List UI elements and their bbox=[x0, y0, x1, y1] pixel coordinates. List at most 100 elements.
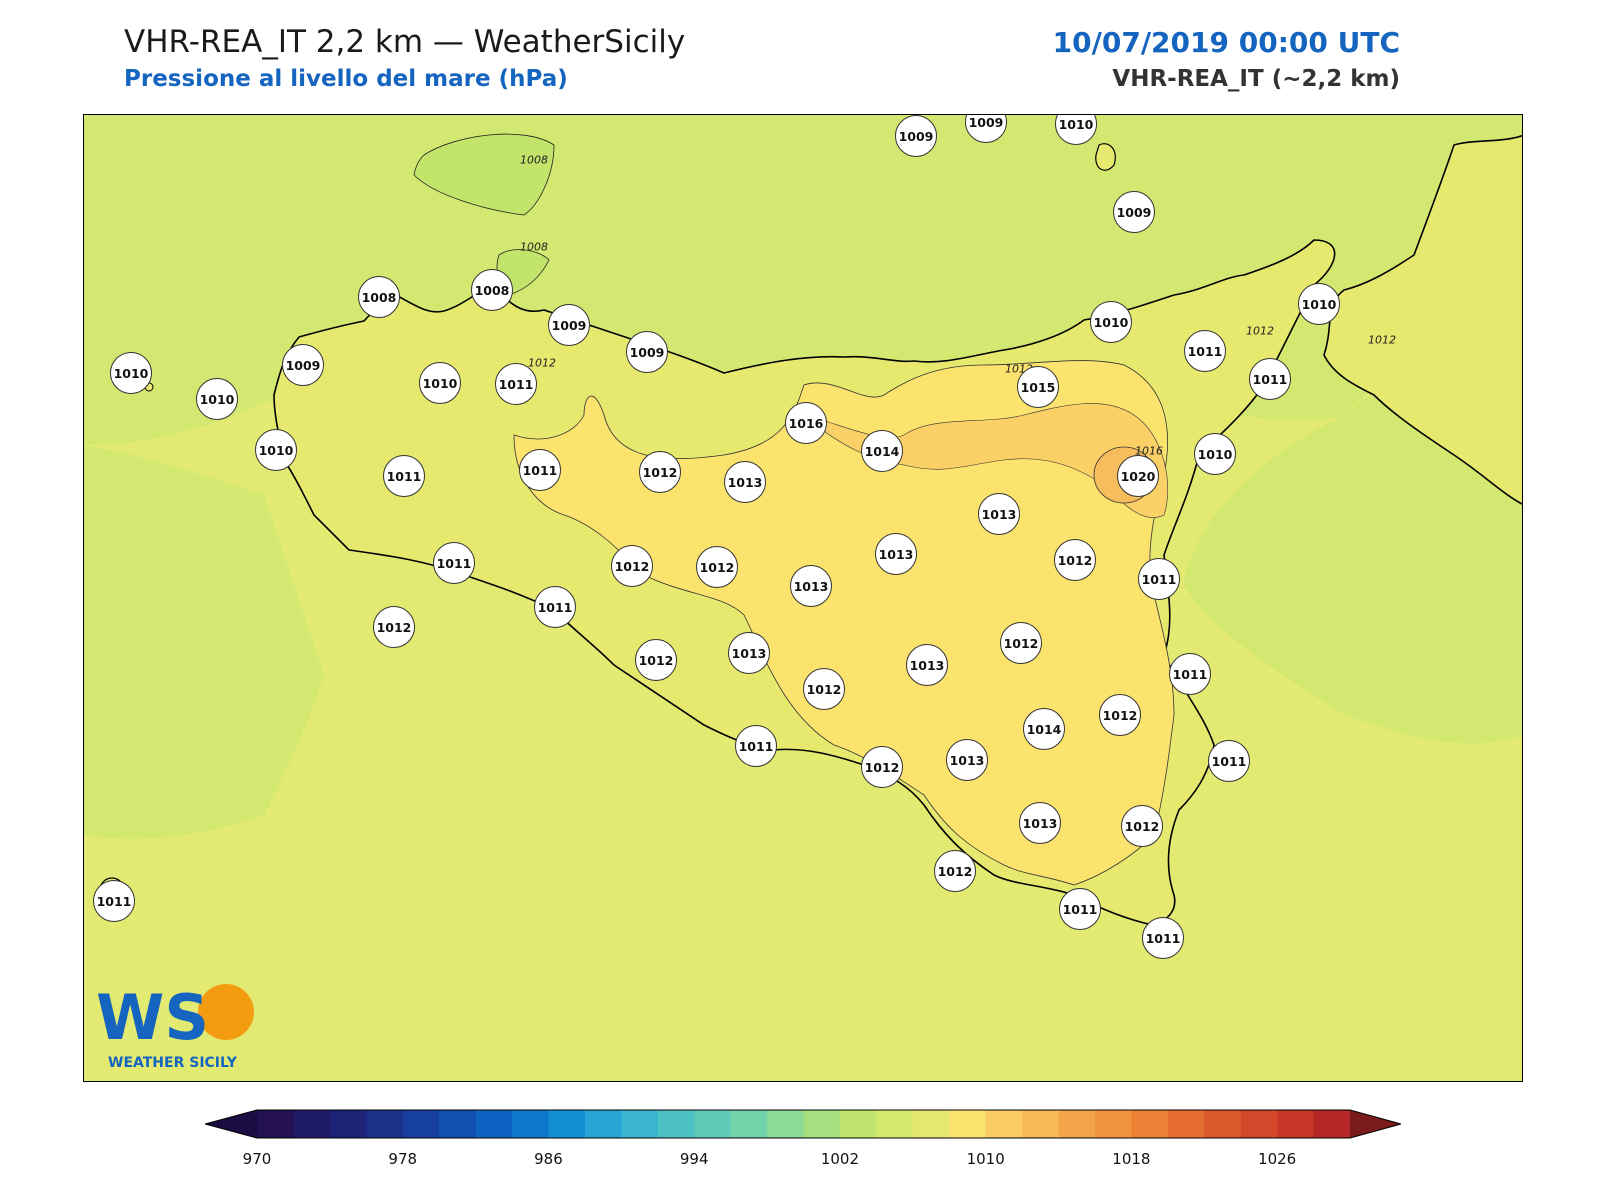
station-marker: 1010 bbox=[1194, 433, 1236, 475]
header-subtitle: Pressione al livello del mare (hPa) bbox=[124, 66, 568, 92]
station-marker: 1012 bbox=[1054, 539, 1096, 581]
colorbar-tick-label: 1018 bbox=[1112, 1150, 1150, 1168]
colorbar-swatch bbox=[912, 1110, 950, 1138]
station-marker: 1012 bbox=[1000, 622, 1042, 664]
colorbar-swatch bbox=[402, 1110, 440, 1138]
station-marker: 1009 bbox=[895, 115, 937, 157]
weathersicily-logo: WS WEATHER SICILY bbox=[96, 977, 256, 1077]
low-pressure-band-west bbox=[84, 445, 324, 839]
station-marker: 1009 bbox=[626, 331, 668, 373]
station-marker: 1010 bbox=[1298, 283, 1340, 325]
colorbar-swatch bbox=[1313, 1110, 1351, 1138]
station-marker: 1014 bbox=[861, 430, 903, 472]
station-marker: 1011 bbox=[1142, 917, 1184, 959]
colorbar-swatch bbox=[1204, 1110, 1242, 1138]
station-marker: 1013 bbox=[875, 533, 917, 575]
colorbar-swatch bbox=[1277, 1110, 1315, 1138]
colorbar-swatch bbox=[730, 1110, 768, 1138]
island-stromboli bbox=[1095, 143, 1116, 171]
colorbar-tick-label: 1026 bbox=[1258, 1150, 1296, 1168]
colorbar-swatch bbox=[1167, 1110, 1205, 1138]
colorbar-swatch bbox=[548, 1110, 586, 1138]
station-marker: 1010 bbox=[1055, 115, 1097, 145]
colorbar-swatch bbox=[257, 1110, 294, 1138]
colorbar-extend-high bbox=[1350, 1110, 1401, 1138]
isobar-label: 1012 bbox=[1368, 333, 1396, 347]
colorbar-tick-label: 978 bbox=[388, 1150, 417, 1168]
isobar-1008-north bbox=[413, 133, 555, 216]
colorbar-tick-label: 994 bbox=[680, 1150, 709, 1168]
station-marker: 1011 bbox=[1138, 558, 1180, 600]
colorbar-swatch bbox=[621, 1110, 659, 1138]
station-marker: 1011 bbox=[93, 880, 135, 922]
isobar-label: 1008 bbox=[520, 153, 548, 167]
station-marker: 1012 bbox=[639, 451, 681, 493]
station-marker: 1010 bbox=[196, 378, 238, 420]
colorbar-tick-label: 1002 bbox=[821, 1150, 859, 1168]
station-marker: 1010 bbox=[255, 429, 297, 471]
colorbar-swatch bbox=[512, 1110, 549, 1138]
colorbar-swatch bbox=[949, 1110, 987, 1138]
station-marker: 1011 bbox=[1249, 358, 1291, 400]
colorbar-swatch bbox=[694, 1110, 732, 1138]
station-marker: 1010 bbox=[419, 362, 461, 404]
isobar-1012-high bbox=[513, 360, 1175, 886]
isobar-label: 1012 bbox=[528, 356, 556, 370]
svg-text:WS: WS bbox=[96, 981, 209, 1054]
colorbar-swatch bbox=[767, 1110, 804, 1138]
station-marker: 1008 bbox=[471, 269, 513, 311]
pressure-map: 1008 1008 1012 1012 1012 1016 1012 1009 … bbox=[83, 114, 1523, 1082]
station-marker: 1012 bbox=[1099, 694, 1141, 736]
colorbar-swatch bbox=[1058, 1110, 1096, 1138]
colorbar-extend-low bbox=[205, 1110, 257, 1138]
isobar-1016-high bbox=[803, 403, 1169, 518]
colorbar-tick-label: 1010 bbox=[967, 1150, 1005, 1168]
colorbar-swatch bbox=[293, 1110, 331, 1138]
station-marker: 1012 bbox=[635, 639, 677, 681]
station-marker: 1011 bbox=[433, 542, 475, 584]
station-marker: 1011 bbox=[1208, 740, 1250, 782]
header-model: VHR-REA_IT (~2,2 km) bbox=[1112, 66, 1400, 92]
colorbar-tick-label: 986 bbox=[534, 1150, 563, 1168]
pressure-colorbar: 97097898699410021010101810261034 bbox=[203, 1108, 1442, 1188]
station-marker: 1012 bbox=[611, 545, 653, 587]
isobar-label: 1012 bbox=[1246, 324, 1274, 338]
station-marker: 1013 bbox=[946, 739, 988, 781]
station-marker: 1011 bbox=[495, 363, 537, 405]
station-marker: 1012 bbox=[861, 746, 903, 788]
station-marker: 1013 bbox=[906, 644, 948, 686]
station-marker: 1012 bbox=[373, 606, 415, 648]
colorbar-swatch bbox=[366, 1110, 404, 1138]
calabria-coast bbox=[1323, 134, 1522, 505]
station-marker: 1013 bbox=[978, 493, 1020, 535]
colorbar-swatch bbox=[839, 1110, 877, 1138]
colorbar-swatch bbox=[876, 1110, 914, 1138]
colorbar-swatch bbox=[584, 1110, 622, 1138]
station-marker: 1012 bbox=[696, 546, 738, 588]
colorbar-swatch bbox=[1022, 1110, 1060, 1138]
station-marker: 1013 bbox=[1019, 802, 1061, 844]
station-marker: 1011 bbox=[534, 586, 576, 628]
station-marker: 1009 bbox=[965, 115, 1007, 143]
station-marker: 1011 bbox=[1059, 888, 1101, 930]
station-marker: 1013 bbox=[724, 461, 766, 503]
station-marker: 1010 bbox=[1090, 301, 1132, 343]
station-marker: 1011 bbox=[519, 449, 561, 491]
colorbar-swatch bbox=[439, 1110, 477, 1138]
header-datetime: 10/07/2019 00:00 UTC bbox=[1052, 26, 1400, 59]
station-marker: 1011 bbox=[1169, 653, 1211, 695]
station-marker: 1013 bbox=[790, 565, 832, 607]
colorbar-swatch bbox=[1131, 1110, 1169, 1138]
colorbar-swatch bbox=[657, 1110, 695, 1138]
station-marker: 1015 bbox=[1017, 366, 1059, 408]
station-marker: 1011 bbox=[1184, 330, 1226, 372]
colorbar-swatch bbox=[1094, 1110, 1132, 1138]
station-marker: 1010 bbox=[110, 352, 152, 394]
colorbar-swatch bbox=[329, 1110, 367, 1138]
colorbar-tick-label: 970 bbox=[243, 1150, 272, 1168]
station-marker: 1012 bbox=[934, 850, 976, 892]
station-marker: 1016 bbox=[785, 402, 827, 444]
station-marker: 1009 bbox=[282, 344, 324, 386]
station-marker: 1009 bbox=[548, 304, 590, 346]
station-marker: 1020 bbox=[1117, 455, 1159, 497]
